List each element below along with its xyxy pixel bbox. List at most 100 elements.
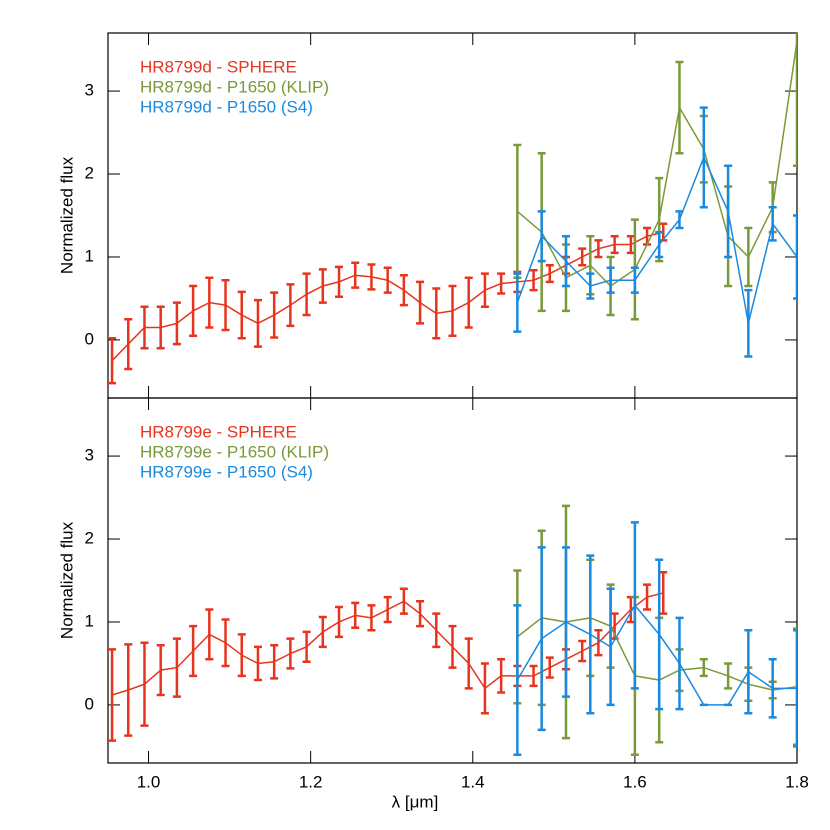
error-bar <box>768 205 777 242</box>
error-bar <box>513 272 522 333</box>
error-bar <box>156 643 165 697</box>
error-bar <box>480 662 489 715</box>
y-tick-label: 1 <box>85 246 94 265</box>
y-tick-label: 3 <box>85 81 94 100</box>
error-bar <box>416 599 425 628</box>
error-bar <box>561 234 570 288</box>
error-bar <box>744 629 753 715</box>
error-bar <box>545 264 554 284</box>
error-bar <box>108 337 117 385</box>
x-tick-label: 1.0 <box>137 772 161 791</box>
x-tick-label: 1.8 <box>785 772 809 791</box>
error-bar <box>172 637 181 698</box>
error-bar <box>448 624 457 669</box>
error-bar <box>237 633 246 678</box>
y-axis-label: Normalized flux <box>57 521 76 639</box>
series-line <box>516 617 797 691</box>
error-bar <box>351 261 360 289</box>
error-bar <box>335 605 344 639</box>
error-bar <box>140 641 149 727</box>
error-bar <box>675 616 684 711</box>
error-bar <box>432 612 441 649</box>
error-bar <box>643 583 652 611</box>
error-bar <box>172 301 181 346</box>
error-bar <box>140 305 149 350</box>
error-bar <box>793 627 797 746</box>
error-bar <box>529 269 538 292</box>
error-bar <box>655 558 664 711</box>
error-bar <box>318 615 327 649</box>
error-bar <box>537 546 546 732</box>
error-bar <box>464 637 473 690</box>
error-bar <box>270 291 279 339</box>
error-bar <box>399 273 408 307</box>
error-bar <box>221 618 230 668</box>
error-bar <box>318 268 327 304</box>
error-bar <box>724 164 733 259</box>
error-bar <box>205 276 214 329</box>
y-tick-label: 2 <box>85 164 94 183</box>
series-line <box>111 231 664 362</box>
x-tick-label: 1.4 <box>461 772 485 791</box>
error-bar <box>221 278 230 332</box>
error-bar <box>586 554 595 715</box>
error-bar <box>606 266 615 294</box>
error-bar <box>124 317 133 371</box>
error-bar <box>675 60 684 155</box>
error-bar <box>793 33 797 167</box>
legend-entry: HR8799e - P1650 (KLIP) <box>140 442 329 461</box>
error-bar <box>626 234 635 255</box>
error-bar <box>416 280 425 325</box>
error-bar <box>351 601 360 630</box>
error-bar <box>793 629 797 748</box>
y-tick-label: 1 <box>85 611 94 630</box>
error-bar <box>253 298 262 348</box>
x-tick-label: 1.2 <box>299 772 323 791</box>
error-bar <box>497 658 506 694</box>
error-bar <box>630 521 639 690</box>
error-bar <box>630 266 639 294</box>
error-bar <box>367 263 376 291</box>
error-bar <box>464 276 473 329</box>
error-bar <box>302 630 311 664</box>
error-bar <box>659 570 668 615</box>
error-bar <box>253 645 262 682</box>
error-bar <box>480 272 489 308</box>
error-bar <box>189 624 198 678</box>
error-bar <box>724 662 733 690</box>
error-bar <box>124 643 133 737</box>
error-bar <box>675 210 684 230</box>
x-axis-label: λ [μm] <box>392 792 439 811</box>
error-bar <box>383 595 392 624</box>
error-bar <box>237 290 246 340</box>
error-bar <box>432 287 441 340</box>
y-tick-label: 2 <box>85 529 94 548</box>
error-bar <box>205 608 214 661</box>
error-bar <box>537 210 546 263</box>
error-bar <box>655 230 664 259</box>
error-bar <box>383 266 392 294</box>
series-line <box>516 41 797 287</box>
legend-entry: HR8799d - P1650 (S4) <box>140 97 313 116</box>
plot-area <box>108 33 797 385</box>
error-bar <box>594 629 603 657</box>
error-bar <box>768 658 777 719</box>
legend-entry: HR8799d - P1650 (KLIP) <box>140 77 329 96</box>
legend-entry: HR8799d - SPHERE <box>140 57 297 76</box>
y-tick-label: 0 <box>85 694 94 713</box>
error-bar <box>594 239 603 259</box>
error-bar <box>545 656 554 679</box>
error-bar <box>744 288 753 358</box>
error-bar <box>513 604 522 756</box>
error-bar <box>561 546 570 698</box>
series-line <box>516 155 797 324</box>
error-bar <box>367 604 376 632</box>
error-bar <box>578 247 587 267</box>
error-bar <box>286 637 295 670</box>
error-bar <box>189 284 198 338</box>
error-bar <box>448 284 457 338</box>
error-bar <box>699 658 708 678</box>
plot-frame <box>107 397 798 764</box>
x-tick-label: 1.6 <box>623 772 647 791</box>
legend-entry: HR8799e - SPHERE <box>140 422 297 441</box>
